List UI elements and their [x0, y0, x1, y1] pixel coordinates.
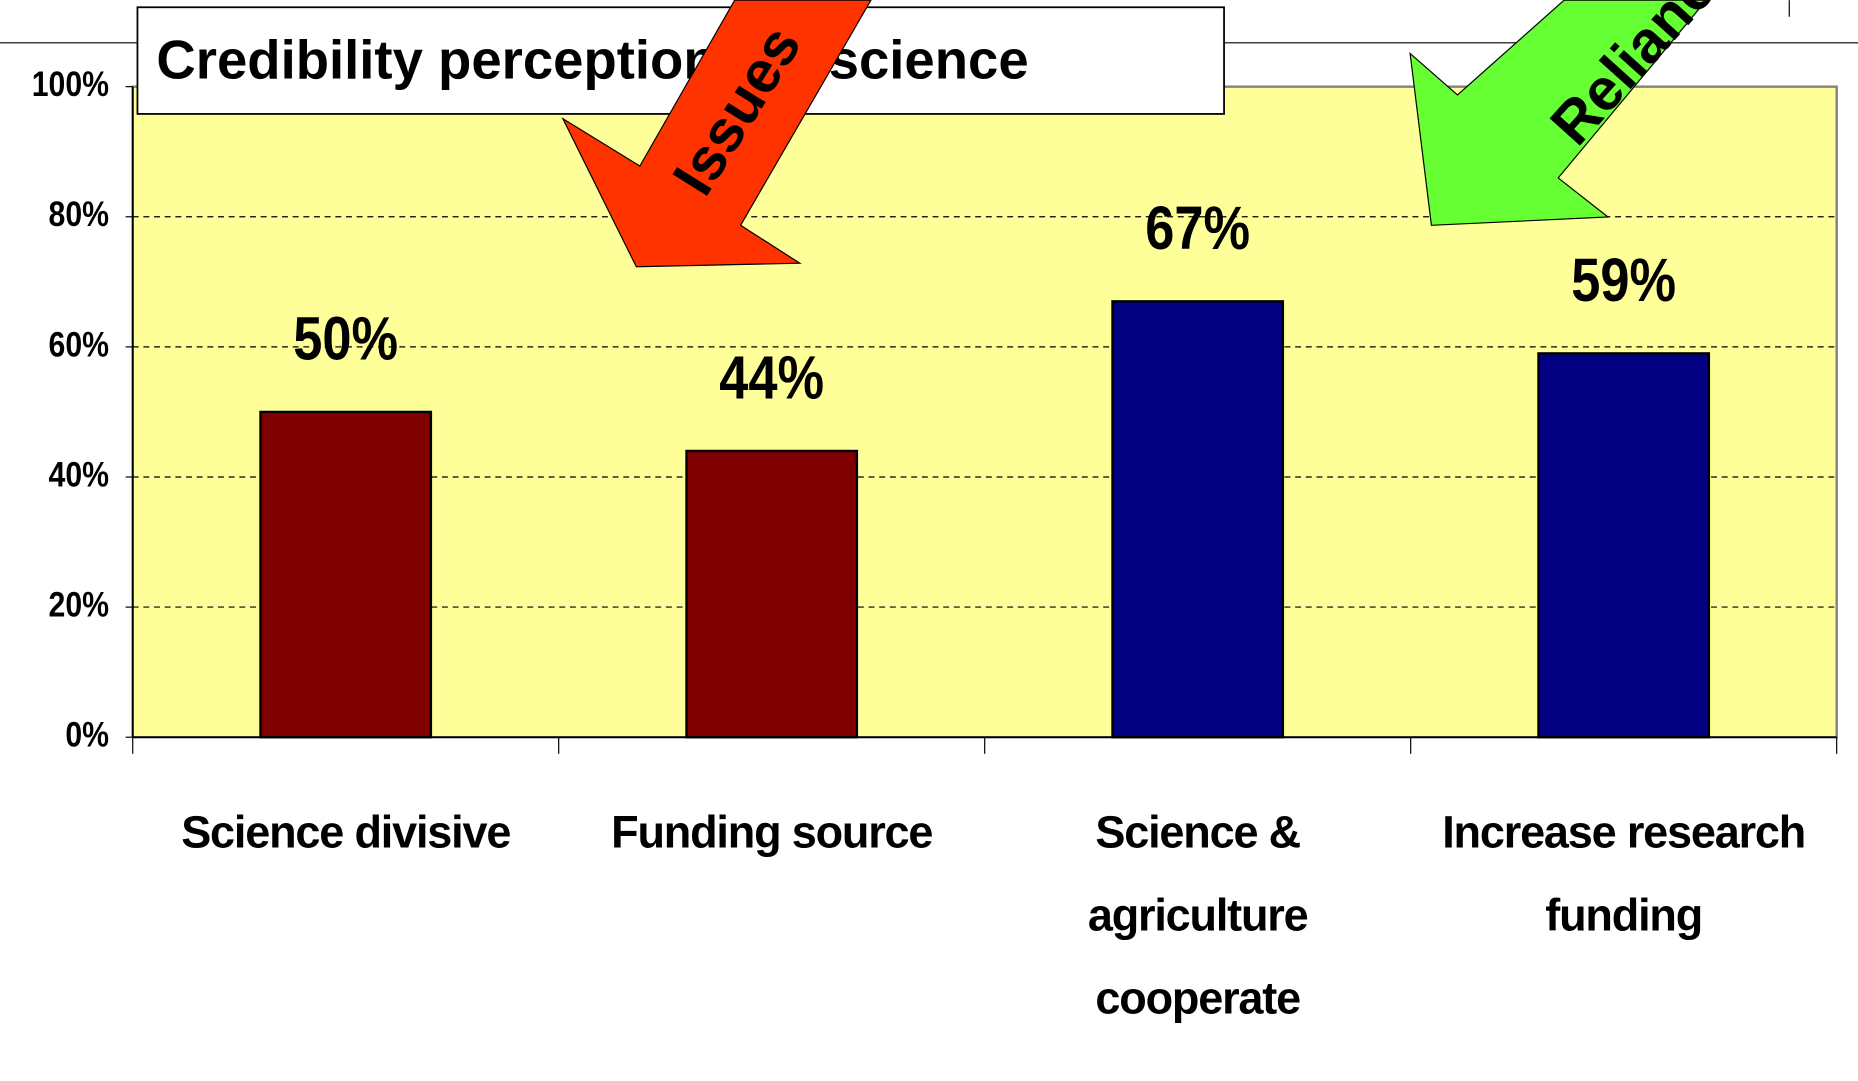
x-tick-label-box: Increase research funding [1442, 808, 1806, 942]
x-tick-label: Science divisive [181, 808, 511, 859]
overlay: Credibility perceptions of science Issue… [136, 0, 1750, 268]
value-label: 50% [293, 305, 398, 374]
y-tick-label: 20% [49, 584, 109, 624]
value-label: 59% [1571, 246, 1676, 315]
x-tick-label: Increase research funding [1442, 808, 1806, 942]
y-tick-label: 40% [49, 454, 109, 494]
x-tick-label-box: Science divisive [181, 808, 511, 859]
reliance-arrow [1409, 0, 1708, 226]
y-tick-label: 80% [49, 194, 109, 234]
x-tick-label-box: Funding source [611, 808, 933, 859]
chart-title: Credibility perceptions of science [156, 30, 1028, 91]
value-label: 44% [719, 344, 824, 413]
bar [259, 410, 433, 739]
bar [1537, 352, 1711, 739]
y-tick-label: 100% [32, 64, 109, 104]
y-tick-label: 0% [65, 714, 109, 754]
x-tick-label-box: Science & agriculture cooperate [1087, 808, 1309, 1024]
x-tick-label: Science & agriculture cooperate [1087, 808, 1309, 1024]
y-tick-label: 60% [49, 324, 109, 364]
bar [1111, 300, 1285, 739]
value-label: 67% [1145, 194, 1250, 263]
x-tick-label: Funding source [611, 808, 933, 859]
issues-arrow [561, 0, 872, 268]
bar [685, 449, 859, 739]
